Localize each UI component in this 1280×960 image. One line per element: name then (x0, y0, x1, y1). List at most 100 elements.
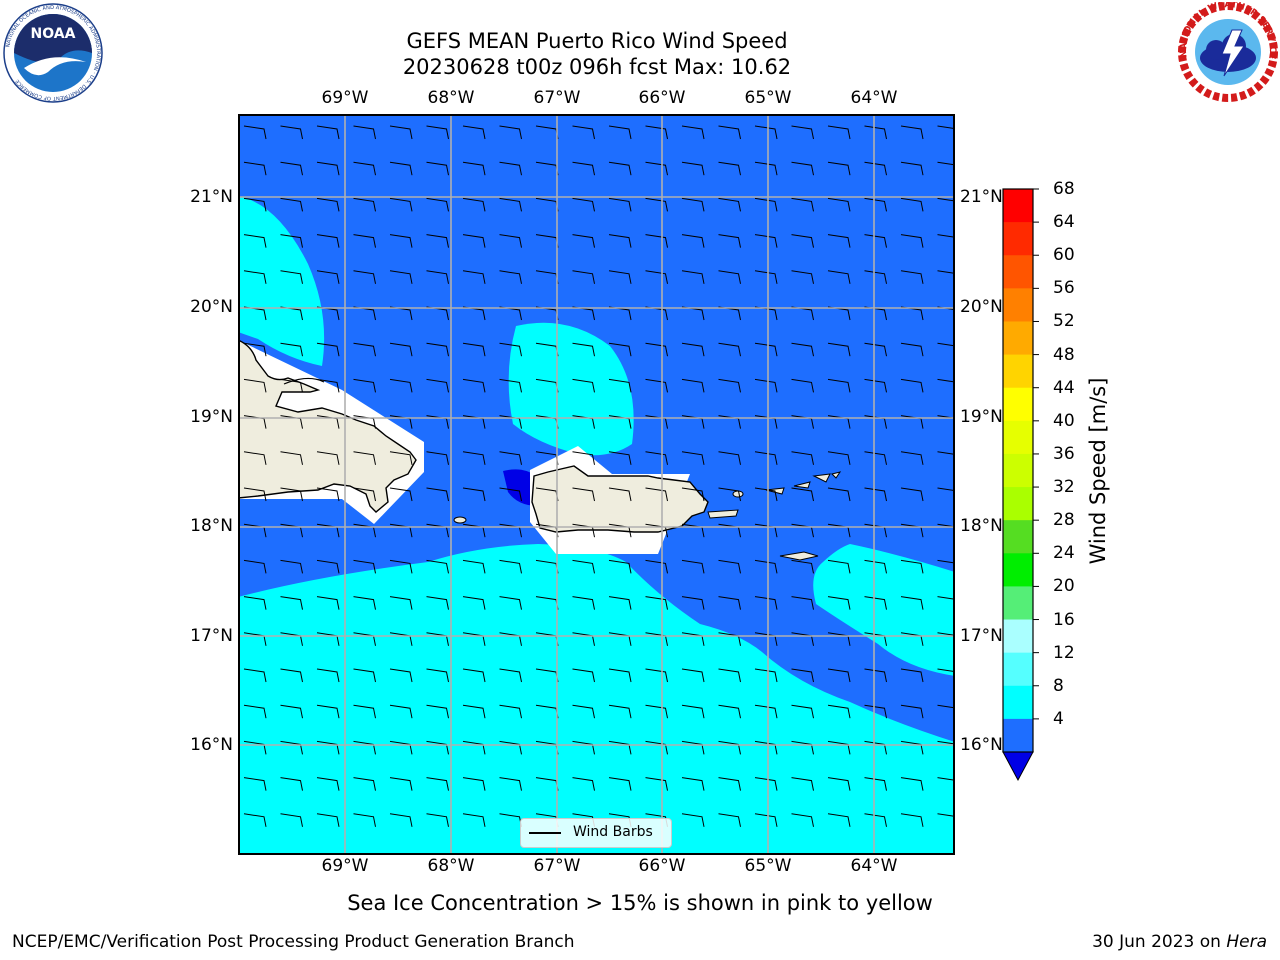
wind-barb (426, 559, 449, 574)
wind-barb (280, 161, 303, 176)
wind-barb (754, 378, 778, 393)
wind-barb (937, 813, 955, 817)
wind-barb (353, 378, 376, 393)
colorbar-band (1003, 453, 1033, 488)
wind-barb (499, 668, 522, 683)
wind-barb (353, 197, 376, 212)
wind-barb (353, 161, 376, 176)
wind-barb (718, 668, 741, 683)
wind-band-below-4 (503, 469, 538, 506)
wind-barb (280, 559, 303, 574)
wind-barb (681, 487, 705, 502)
lon-tick-top-69: 69°W (321, 88, 369, 108)
wind-barb (827, 487, 851, 502)
wind-barb-legend-line (529, 832, 561, 834)
st-croix-island (779, 551, 819, 561)
wind-barb (791, 813, 814, 827)
wind-barb (645, 342, 668, 357)
wind-barb (608, 234, 632, 248)
wind-barb (937, 668, 955, 673)
wind-barb (718, 487, 741, 502)
wind-barb (243, 197, 267, 212)
wind-barb (316, 270, 340, 284)
wind-barb (937, 415, 955, 419)
wind-barb (243, 704, 267, 719)
colorbar-level-label: 40 (1053, 410, 1075, 431)
wind-barb (280, 487, 303, 502)
wind-barb (900, 342, 924, 357)
wind-barb (645, 451, 668, 465)
wind-barb (316, 559, 340, 574)
wind-barb (937, 270, 955, 274)
wind-barb (316, 487, 340, 502)
wind-barb (937, 523, 955, 528)
wind-barb (462, 197, 486, 212)
wind-barb (900, 596, 924, 610)
wind-barb (389, 487, 413, 502)
wind-barb (389, 451, 413, 465)
vieques-island (707, 509, 739, 519)
wind-barb (937, 451, 955, 455)
wind-barb (462, 559, 486, 574)
wind-barb (754, 704, 778, 719)
graticule (238, 114, 955, 855)
wind-barb (864, 668, 887, 683)
wind-barb (426, 451, 449, 465)
wind-barb (681, 197, 705, 212)
wind-barb (462, 451, 486, 465)
colorbar-band (1003, 718, 1033, 753)
lat-tick-left-19: 19°N (190, 407, 233, 427)
noaa-logo: NOAA (3, 3, 103, 103)
wind-barb (426, 596, 449, 610)
sea-ice-note: Sea Ice Concentration > 15% is shown in … (347, 891, 933, 915)
lon-tick-bottom-69: 69°W (321, 856, 369, 876)
lat-tick-right-18: 18°N (960, 516, 1003, 536)
wind-barb (827, 451, 851, 465)
wind-barb (608, 668, 632, 683)
wind-barb (462, 704, 486, 719)
wind-barb (389, 378, 413, 393)
colorbar-level-label: 44 (1053, 377, 1075, 398)
wind-barb (389, 813, 413, 827)
wind-barb (937, 378, 955, 383)
wind-barb (864, 559, 887, 574)
wind-barb (791, 487, 814, 502)
colorbar-level-label: 52 (1053, 311, 1075, 332)
wind-barb (462, 668, 486, 683)
colorbar-band (1003, 685, 1033, 720)
wind-barb (353, 270, 376, 284)
colorbar-level-label: 68 (1053, 179, 1075, 199)
wind-barb (389, 197, 413, 212)
wind-barb (864, 378, 887, 393)
wind-barb (353, 234, 376, 248)
wind-barb (754, 270, 778, 284)
colorbar-level-label: 60 (1053, 245, 1075, 266)
wind-barb (718, 125, 741, 140)
wind-barb (681, 668, 705, 683)
wind-barb (937, 234, 955, 238)
wind-barb (681, 559, 705, 574)
wind-barb (608, 451, 632, 465)
wind-barb (718, 777, 741, 791)
wind-barb (827, 813, 851, 827)
wind-barb (280, 378, 303, 393)
wind-barb (499, 197, 522, 212)
wind-barb (754, 197, 778, 212)
wind-barb (681, 234, 705, 248)
wind-barb (937, 487, 955, 492)
run-date-text: 30 Jun 2023 on (1092, 932, 1227, 952)
wind-barb (864, 813, 887, 827)
colorbar-level-label: 8 (1053, 675, 1064, 696)
wind-barb (462, 487, 486, 502)
wind-barb (645, 777, 668, 791)
wind-barb (900, 487, 924, 502)
lon-tick-bottom-65: 65°W (744, 856, 792, 876)
wind-barb (645, 197, 668, 212)
wind-barb (900, 813, 924, 827)
colorbar-level-label: 32 (1053, 477, 1075, 498)
wind-barb (353, 125, 376, 140)
colorbar-band (1003, 321, 1033, 356)
wind-barb (681, 270, 705, 284)
lat-tick-left-16: 16°N (190, 735, 233, 755)
wind-speed-map (238, 114, 955, 855)
